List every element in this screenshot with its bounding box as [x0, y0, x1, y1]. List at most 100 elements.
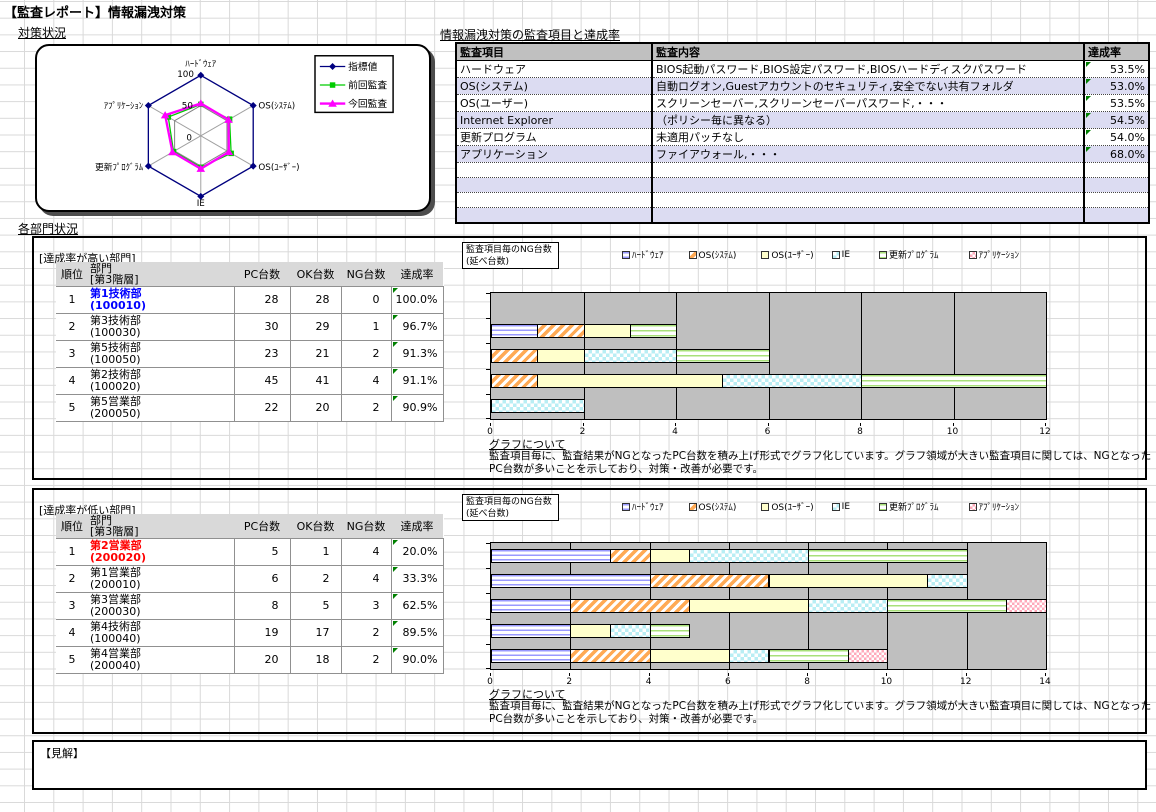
- low-achievement-table[interactable]: 順位 部門 [第3階層] PC台数 OK台数 NG台数 達成率 1 第2営業部 (200020)…: [56, 514, 444, 674]
- rank-cell[interactable]: 5: [56, 393, 88, 422]
- radar-chart[interactable]: ﾊｰﾄﾞｳｪｱ OS(ｼｽﾃﾑ) OS(ﾕｰｻﾞｰ) IE 更新ﾌﾟﾛｸﾞﾗﾑ ｱﾌﾟﾘｹ…: [37, 46, 429, 210]
- bar-segment-upd[interactable]: [676, 349, 770, 363]
- legend-item-osuser[interactable]: OS(ﾕｰｻﾞｰ): [761, 248, 814, 261]
- bar-segment-osuser[interactable]: [537, 374, 724, 389]
- audit-table-row[interactable]: ハードウェア BIOS起動パスワード,BIOS設定パスワード,BIOSハードディス…: [456, 60, 1149, 78]
- audit-content-cell[interactable]: BIOS起動パスワード,BIOS設定パスワード,BIOSハードディスクパスワード: [652, 60, 1085, 78]
- dept-name-cell[interactable]: 第3技術部 (100030): [88, 312, 234, 340]
- legend-item-ie[interactable]: IE: [831, 502, 850, 512]
- dept-name-cell[interactable]: 第2営業部 (200020): [88, 537, 234, 565]
- ng-count-cell[interactable]: 2: [340, 618, 392, 646]
- bar-segment-osuser[interactable]: [537, 349, 585, 363]
- rate-cell[interactable]: 62.5%: [390, 591, 444, 619]
- rate-cell[interactable]: 96.7%: [390, 312, 444, 340]
- ng-count-cell[interactable]: 2: [340, 645, 392, 674]
- bar-segment-ie[interactable]: [808, 599, 889, 613]
- bar-segment-ie[interactable]: [728, 649, 770, 664]
- audit-rate-cell[interactable]: [1084, 192, 1149, 208]
- dept-table-row[interactable]: 2 第3技術部 (100030) 30 29 1 96.7%: [56, 312, 444, 340]
- radar-legend-item[interactable]: 指標値: [319, 60, 378, 73]
- audit-content-cell[interactable]: ファイアウォール,・・・: [652, 145, 1085, 163]
- bar-segment-upd[interactable]: [887, 599, 1008, 613]
- dept-table-row[interactable]: 4 第2技術部 (100020) 45 41 4 91.1%: [56, 366, 444, 394]
- rate-cell[interactable]: 90.9%: [390, 393, 444, 422]
- bar-segment-ie[interactable]: [927, 573, 968, 588]
- rank-cell[interactable]: 1: [56, 537, 88, 565]
- legend-item-ossys[interactable]: OS(ｼｽﾃﾑ): [688, 500, 736, 513]
- rate-cell[interactable]: 90.0%: [390, 645, 444, 674]
- bar-segment-ie[interactable]: [491, 399, 585, 414]
- audit-rate-cell[interactable]: 53.5%: [1084, 94, 1149, 112]
- dept-name-cell[interactable]: 第2技術部 (100020): [88, 366, 234, 394]
- dept-table-row[interactable]: 4 第4技術部 (100040) 19 17 2 89.5%: [56, 618, 444, 646]
- high-achievement-table[interactable]: 順位 部門 [第3階層] PC台数 OK台数 NG台数 達成率 1 第1技術部 (100010)…: [56, 262, 444, 422]
- audit-content-cell[interactable]: 未適用パッチなし: [652, 128, 1085, 146]
- ok-count-cell[interactable]: 41: [289, 366, 342, 394]
- bar-segment-upd[interactable]: [649, 624, 691, 639]
- audit-rate-cell[interactable]: [1084, 162, 1149, 178]
- ok-count-cell[interactable]: 5: [289, 591, 342, 619]
- bar-segment-osuser[interactable]: [768, 573, 929, 588]
- audit-item-cell[interactable]: [456, 192, 653, 208]
- audit-content-cell[interactable]: スクリーンセーバー,スクリーンセーバーパスワード,・・・: [652, 94, 1085, 112]
- audit-table-row[interactable]: OS(システム) 自動ログオン,Guestアカウントのセキュリティ,安全でない共有…: [456, 77, 1149, 95]
- bar-segment-osuser[interactable]: [649, 548, 691, 563]
- ng-count-cell[interactable]: 1: [340, 312, 392, 340]
- ok-count-cell[interactable]: 20: [289, 393, 342, 422]
- pc-count-cell[interactable]: 28: [233, 285, 291, 313]
- ng-count-cell[interactable]: 2: [340, 339, 392, 367]
- pc-count-cell[interactable]: 30: [233, 312, 291, 340]
- bar-segment-app[interactable]: [847, 649, 889, 664]
- bar-segment-upd[interactable]: [808, 548, 968, 563]
- bar-segment-hw[interactable]: [491, 323, 539, 338]
- dept-table-row[interactable]: 5 第4営業部 (200040) 20 18 2 90.0%: [56, 645, 444, 674]
- ng-count-cell[interactable]: 4: [340, 537, 392, 565]
- dept-table-row[interactable]: 1 第1技術部 (100010) 28 28 0 100.0%: [56, 285, 444, 313]
- rank-cell[interactable]: 4: [56, 618, 88, 646]
- bar-segment-ossys[interactable]: [649, 573, 770, 588]
- dept-table-row[interactable]: 2 第1営業部 (200010) 6 2 4 33.3%: [56, 564, 444, 592]
- bar-segment-ie[interactable]: [689, 548, 810, 563]
- audit-item-cell[interactable]: アプリケーション: [456, 145, 653, 163]
- legend-item-app[interactable]: ｱﾌﾟﾘｹｰｼｮﾝ: [968, 248, 1019, 261]
- audit-item-cell[interactable]: 更新プログラム: [456, 128, 653, 146]
- rate-cell[interactable]: 91.3%: [390, 339, 444, 367]
- dept-table-row[interactable]: 3 第5技術部 (100050) 23 21 2 91.3%: [56, 339, 444, 367]
- dept-name-cell[interactable]: 第5技術部 (100050): [88, 339, 234, 367]
- audit-content-cell[interactable]: [652, 177, 1085, 193]
- ok-count-cell[interactable]: 17: [289, 618, 342, 646]
- bar-segment-hw[interactable]: [491, 573, 651, 588]
- rank-cell[interactable]: 2: [56, 564, 88, 592]
- ng-count-cell[interactable]: 3: [340, 591, 392, 619]
- bar-segment-ie[interactable]: [583, 349, 677, 363]
- legend-item-hw[interactable]: ﾊｰﾄﾞｳｪｱ: [622, 248, 664, 261]
- ok-count-cell[interactable]: 2: [289, 564, 342, 592]
- rank-cell[interactable]: 1: [56, 285, 88, 313]
- audit-table-row[interactable]: 更新プログラム 未適用パッチなし 54.0%: [456, 128, 1149, 146]
- bar-segment-osuser[interactable]: [689, 599, 810, 613]
- bar-segment-app[interactable]: [1006, 599, 1047, 613]
- bar-segment-upd[interactable]: [629, 323, 677, 338]
- ok-count-cell[interactable]: 1: [289, 537, 342, 565]
- ng-count-cell[interactable]: 0: [340, 285, 392, 313]
- bar-segment-hw[interactable]: [491, 649, 572, 664]
- audit-content-cell[interactable]: （ポリシー毎に異なる）: [652, 111, 1085, 129]
- bar-segment-osuser[interactable]: [583, 323, 631, 338]
- audit-rate-cell[interactable]: [1084, 207, 1149, 223]
- dept-name-cell[interactable]: 第1営業部 (200010): [88, 564, 234, 592]
- audit-content-cell[interactable]: [652, 192, 1085, 208]
- ng-stacked-bar-chart-high[interactable]: [486, 292, 1047, 420]
- bar-segment-hw[interactable]: [491, 548, 611, 563]
- bar-segment-ossys[interactable]: [491, 374, 539, 389]
- rate-cell[interactable]: 89.5%: [390, 618, 444, 646]
- audit-item-cell[interactable]: Internet Explorer: [456, 111, 653, 129]
- ng-count-cell[interactable]: 4: [340, 366, 392, 394]
- dept-table-row[interactable]: 5 第5営業部 (200050) 22 20 2 90.9%: [56, 393, 444, 422]
- audit-table-row[interactable]: [456, 207, 1149, 223]
- ok-count-cell[interactable]: 28: [289, 285, 342, 313]
- pc-count-cell[interactable]: 45: [233, 366, 291, 394]
- rank-cell[interactable]: 4: [56, 366, 88, 394]
- audit-table-row[interactable]: OS(ユーザー) スクリーンセーバー,スクリーンセーバーパスワード,・・・ 53.5…: [456, 94, 1149, 112]
- audit-rate-cell[interactable]: [1084, 177, 1149, 193]
- radar-legend-item[interactable]: 前回監査: [319, 78, 388, 91]
